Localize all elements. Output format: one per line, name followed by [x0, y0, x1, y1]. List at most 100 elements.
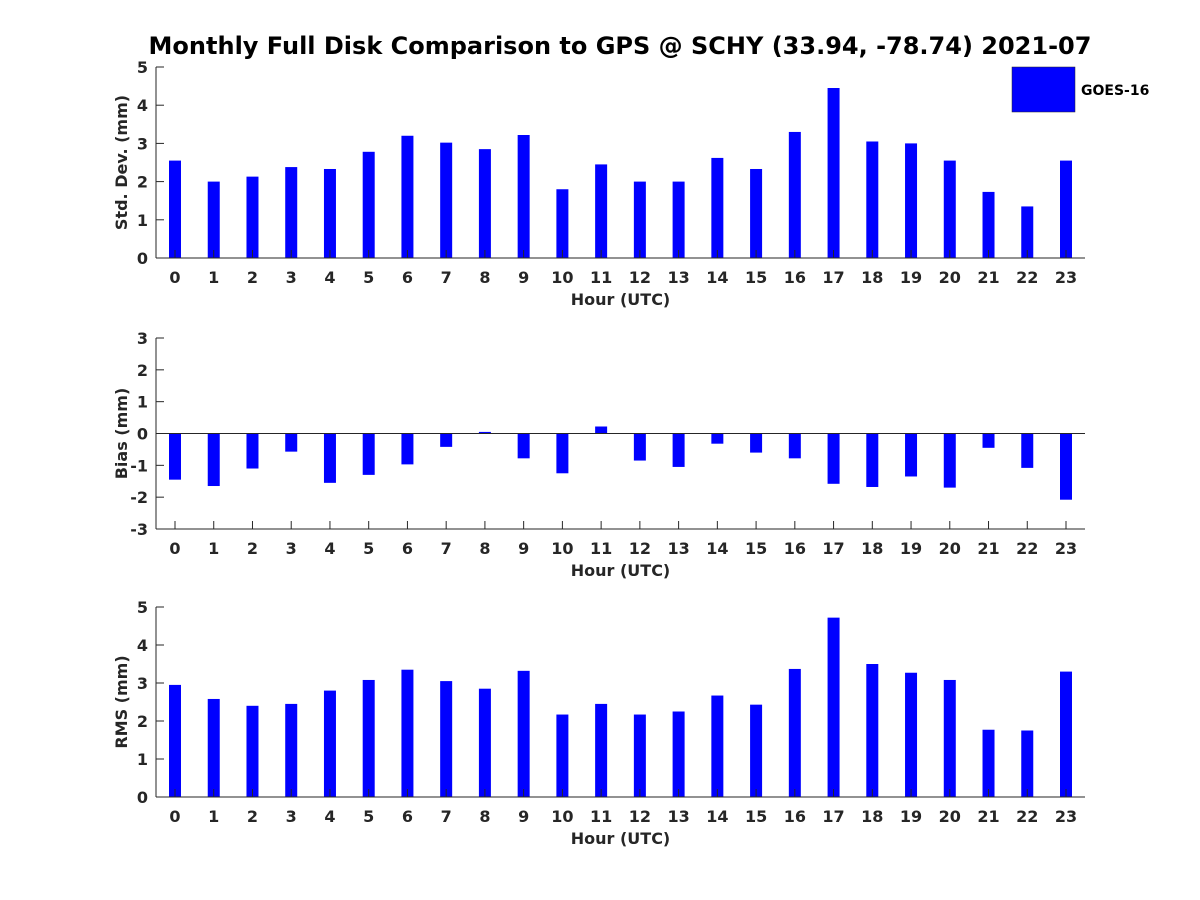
rms-x-tick-label: 11: [590, 807, 612, 826]
rms-y-tick-label: 2: [137, 712, 148, 731]
rms-x-tick-label: 7: [441, 807, 452, 826]
rms-bar-0: [169, 684, 181, 797]
rms-x-tick-label: 12: [629, 807, 651, 826]
std-dev-x-tick-label: 17: [822, 268, 844, 287]
rms-bar-10: [556, 714, 569, 797]
rms-x-tick-label: 1: [208, 807, 219, 826]
bias-bar-9: [517, 433, 530, 459]
std-dev-bar-3: [285, 167, 298, 258]
bias-y-tick-label: 0: [137, 425, 148, 444]
std-dev-y-axis-label: Std. Dev. (mm): [112, 95, 131, 230]
std-dev-x-tick-label: 14: [706, 268, 728, 287]
rms-x-tick-label: 14: [706, 807, 728, 826]
bias-x-tick-label: 1: [208, 539, 219, 558]
bias-bar-19: [905, 433, 918, 477]
bias-x-tick-label: 9: [518, 539, 529, 558]
rms-x-axis-label: Hour (UTC): [571, 829, 671, 848]
bias-bar-14: [711, 433, 724, 444]
std-dev-x-tick-label: 12: [629, 268, 651, 287]
rms-bar-20: [943, 679, 956, 797]
rms-bar-16: [788, 668, 801, 797]
rms-bar-15: [750, 704, 763, 797]
bias-x-tick-label: 14: [706, 539, 728, 558]
std-dev-bar-4: [323, 168, 336, 258]
rms-x-tick-label: 17: [822, 807, 844, 826]
bias-x-tick-label: 2: [247, 539, 258, 558]
bias-x-tick-label: 8: [479, 539, 490, 558]
bias-x-tick-label: 6: [402, 539, 413, 558]
bias-x-tick-label: 17: [822, 539, 844, 558]
std-dev-x-axis-label: Hour (UTC): [571, 290, 671, 309]
bias-x-tick-label: 18: [861, 539, 883, 558]
std-dev-x-tick-label: 15: [745, 268, 767, 287]
std-dev-bar-6: [401, 135, 414, 258]
rms-bar-1: [207, 698, 220, 797]
std-dev-x-tick-label: 11: [590, 268, 612, 287]
bias-x-tick-label: 22: [1016, 539, 1038, 558]
rms-bar-8: [478, 688, 491, 797]
rms-x-tick-label: 6: [402, 807, 413, 826]
rms-bar-11: [595, 703, 608, 797]
bias-bar-16: [788, 433, 801, 459]
bias-x-tick-label: 16: [784, 539, 806, 558]
std-dev-bar-14: [711, 157, 724, 258]
rms-bar-22: [1021, 730, 1034, 797]
rms-x-tick-label: 19: [900, 807, 922, 826]
rms-x-tick-label: 18: [861, 807, 883, 826]
chart-title: Monthly Full Disk Comparison to GPS @ SC…: [149, 32, 1092, 60]
std-dev-bar-22: [1021, 206, 1034, 258]
bias-bar-7: [440, 433, 453, 447]
rms-bar-17: [827, 617, 840, 797]
rms-y-tick-label: 5: [137, 598, 148, 617]
legend-swatch: [1011, 66, 1076, 113]
bias-bar-15: [750, 433, 763, 453]
rms-bar-4: [323, 690, 336, 797]
rms-bar-19: [905, 672, 918, 797]
bias-y-tick-label: -1: [130, 456, 148, 475]
std-dev-x-tick-label: 0: [169, 268, 180, 287]
std-dev-x-tick-label: 1: [208, 268, 219, 287]
bias-x-tick-label: 21: [977, 539, 999, 558]
std-dev-x-tick-label: 16: [784, 268, 806, 287]
rms-y-tick-label: 0: [137, 788, 148, 807]
bias-bar-23: [1060, 433, 1072, 500]
rms-bar-7: [440, 681, 453, 797]
rms-x-tick-label: 3: [286, 807, 297, 826]
std-dev-x-tick-label: 7: [441, 268, 452, 287]
bias-x-tick-label: 20: [939, 539, 961, 558]
bias-y-tick-label: -2: [130, 488, 148, 507]
bias-bar-4: [323, 433, 336, 483]
bias-x-tick-label: 5: [363, 539, 374, 558]
rms-x-tick-label: 8: [479, 807, 490, 826]
std-dev-bar-9: [517, 135, 530, 258]
std-dev-bar-11: [595, 164, 608, 258]
std-dev-x-tick-label: 9: [518, 268, 529, 287]
rms-y-tick-label: 3: [137, 674, 148, 693]
bias-x-tick-label: 23: [1055, 539, 1077, 558]
rms-x-tick-label: 2: [247, 807, 258, 826]
std-dev-y-tick-label: 0: [137, 249, 148, 268]
std-dev-x-tick-label: 5: [363, 268, 374, 287]
rms-bar-3: [285, 703, 298, 797]
rms-bar-9: [517, 670, 530, 797]
std-dev-bar-0: [169, 160, 181, 258]
rms-bar-14: [711, 695, 724, 797]
std-dev-x-tick-label: 13: [667, 268, 689, 287]
std-dev-bar-23: [1060, 160, 1072, 258]
bias-y-axis-label: Bias (mm): [112, 388, 131, 480]
rms-bar-2: [246, 705, 259, 797]
bias-x-tick-label: 13: [667, 539, 689, 558]
std-dev-x-tick-label: 20: [939, 268, 961, 287]
std-dev-bar-2: [246, 176, 259, 258]
bias-y-tick-label: 1: [137, 393, 148, 412]
std-dev-y-tick-label: 5: [137, 58, 148, 77]
bias-x-tick-label: 3: [286, 539, 297, 558]
bias-bar-18: [866, 433, 879, 487]
bias-x-tick-label: 4: [324, 539, 335, 558]
std-dev-bar-5: [362, 151, 375, 258]
rms-x-tick-label: 21: [977, 807, 999, 826]
std-dev-x-tick-label: 3: [286, 268, 297, 287]
bias-y-tick-label: 2: [137, 361, 148, 380]
std-dev-bar-13: [672, 181, 685, 258]
